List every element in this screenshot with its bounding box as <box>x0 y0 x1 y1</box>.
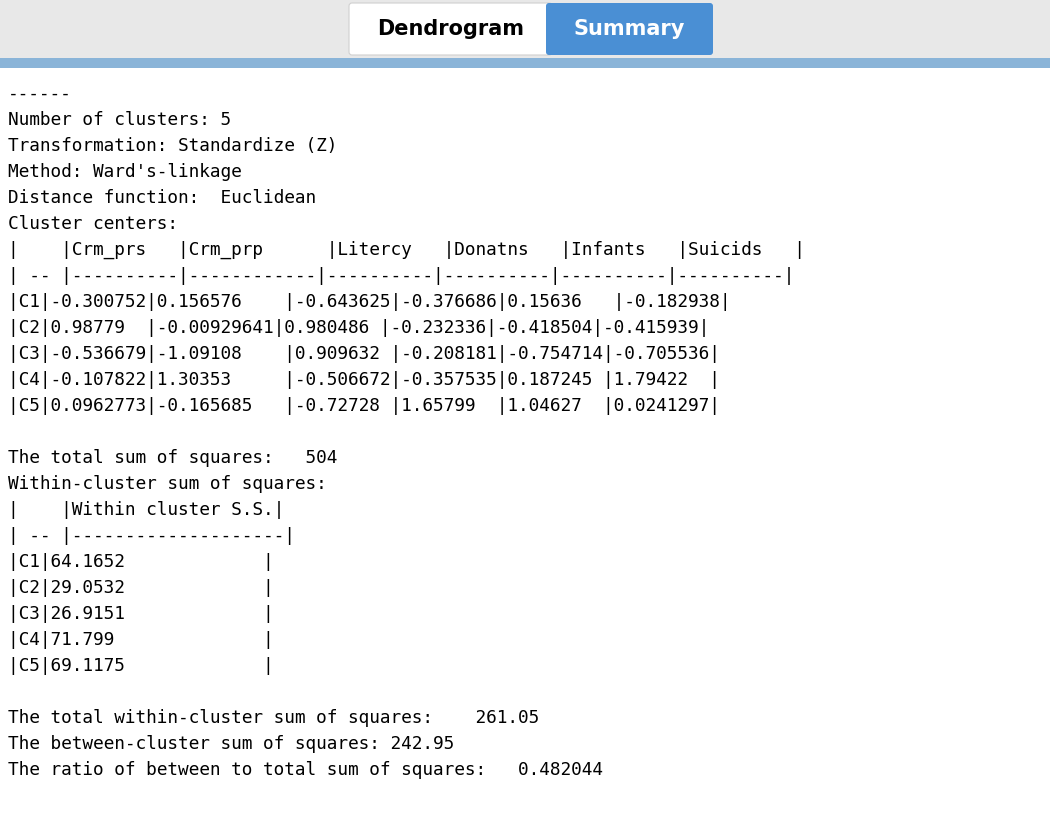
Bar <box>0 0 1050 58</box>
Text: |C5|69.1175             |: |C5|69.1175 | <box>8 657 274 675</box>
Text: |C4|-0.107822|1.30353     |-0.506672|-0.357535|0.187245 |1.79422  |: |C4|-0.107822|1.30353 |-0.506672|-0.3575… <box>8 371 720 389</box>
Text: |    |Within cluster S.S.|: | |Within cluster S.S.| <box>8 501 285 519</box>
Text: Dendrogram: Dendrogram <box>377 19 524 39</box>
Text: Cluster centers:: Cluster centers: <box>8 215 178 233</box>
Text: Method: Ward's-linkage: Method: Ward's-linkage <box>8 163 242 181</box>
Text: The total within-cluster sum of squares:    261.05: The total within-cluster sum of squares:… <box>8 709 540 727</box>
Text: | -- |--------------------|: | -- |--------------------| <box>8 527 295 545</box>
Text: |C3|26.9151             |: |C3|26.9151 | <box>8 605 274 623</box>
Text: | -- |----------|------------|----------|----------|----------|----------|: | -- |----------|------------|----------… <box>8 267 794 285</box>
Bar <box>0 58 1050 68</box>
FancyBboxPatch shape <box>349 3 552 55</box>
Text: Number of clusters: 5: Number of clusters: 5 <box>8 111 231 129</box>
Text: The ratio of between to total sum of squares:   0.482044: The ratio of between to total sum of squ… <box>8 761 603 779</box>
Text: Within-cluster sum of squares:: Within-cluster sum of squares: <box>8 475 327 493</box>
Text: |C2|0.98779  |-0.00929641|0.980486 |-0.232336|-0.418504|-0.415939|: |C2|0.98779 |-0.00929641|0.980486 |-0.23… <box>8 319 709 337</box>
Text: Distance function:  Euclidean: Distance function: Euclidean <box>8 189 316 207</box>
Text: |C4|71.799              |: |C4|71.799 | <box>8 631 274 649</box>
Text: |    |Crm_prs   |Crm_prp      |Litercy   |Donatns   |Infants   |Suicids   |: | |Crm_prs |Crm_prp |Litercy |Donatns |I… <box>8 241 805 259</box>
Text: |C3|-0.536679|-1.09108    |0.909632 |-0.208181|-0.754714|-0.705536|: |C3|-0.536679|-1.09108 |0.909632 |-0.208… <box>8 345 720 363</box>
Text: ------: ------ <box>8 85 71 103</box>
Text: |C5|0.0962773|-0.165685   |-0.72728 |1.65799  |1.04627  |0.0241297|: |C5|0.0962773|-0.165685 |-0.72728 |1.657… <box>8 397 720 415</box>
Text: The between-cluster sum of squares: 242.95: The between-cluster sum of squares: 242.… <box>8 735 455 753</box>
Text: |C1|64.1652             |: |C1|64.1652 | <box>8 553 274 571</box>
FancyBboxPatch shape <box>546 3 713 55</box>
Text: |C2|29.0532             |: |C2|29.0532 | <box>8 579 274 597</box>
Text: Summary: Summary <box>573 19 686 39</box>
Text: The total sum of squares:   504: The total sum of squares: 504 <box>8 449 337 467</box>
Text: Transformation: Standardize (Z): Transformation: Standardize (Z) <box>8 137 337 155</box>
Text: |C1|-0.300752|0.156576    |-0.643625|-0.376686|0.15636   |-0.182938|: |C1|-0.300752|0.156576 |-0.643625|-0.376… <box>8 293 731 311</box>
